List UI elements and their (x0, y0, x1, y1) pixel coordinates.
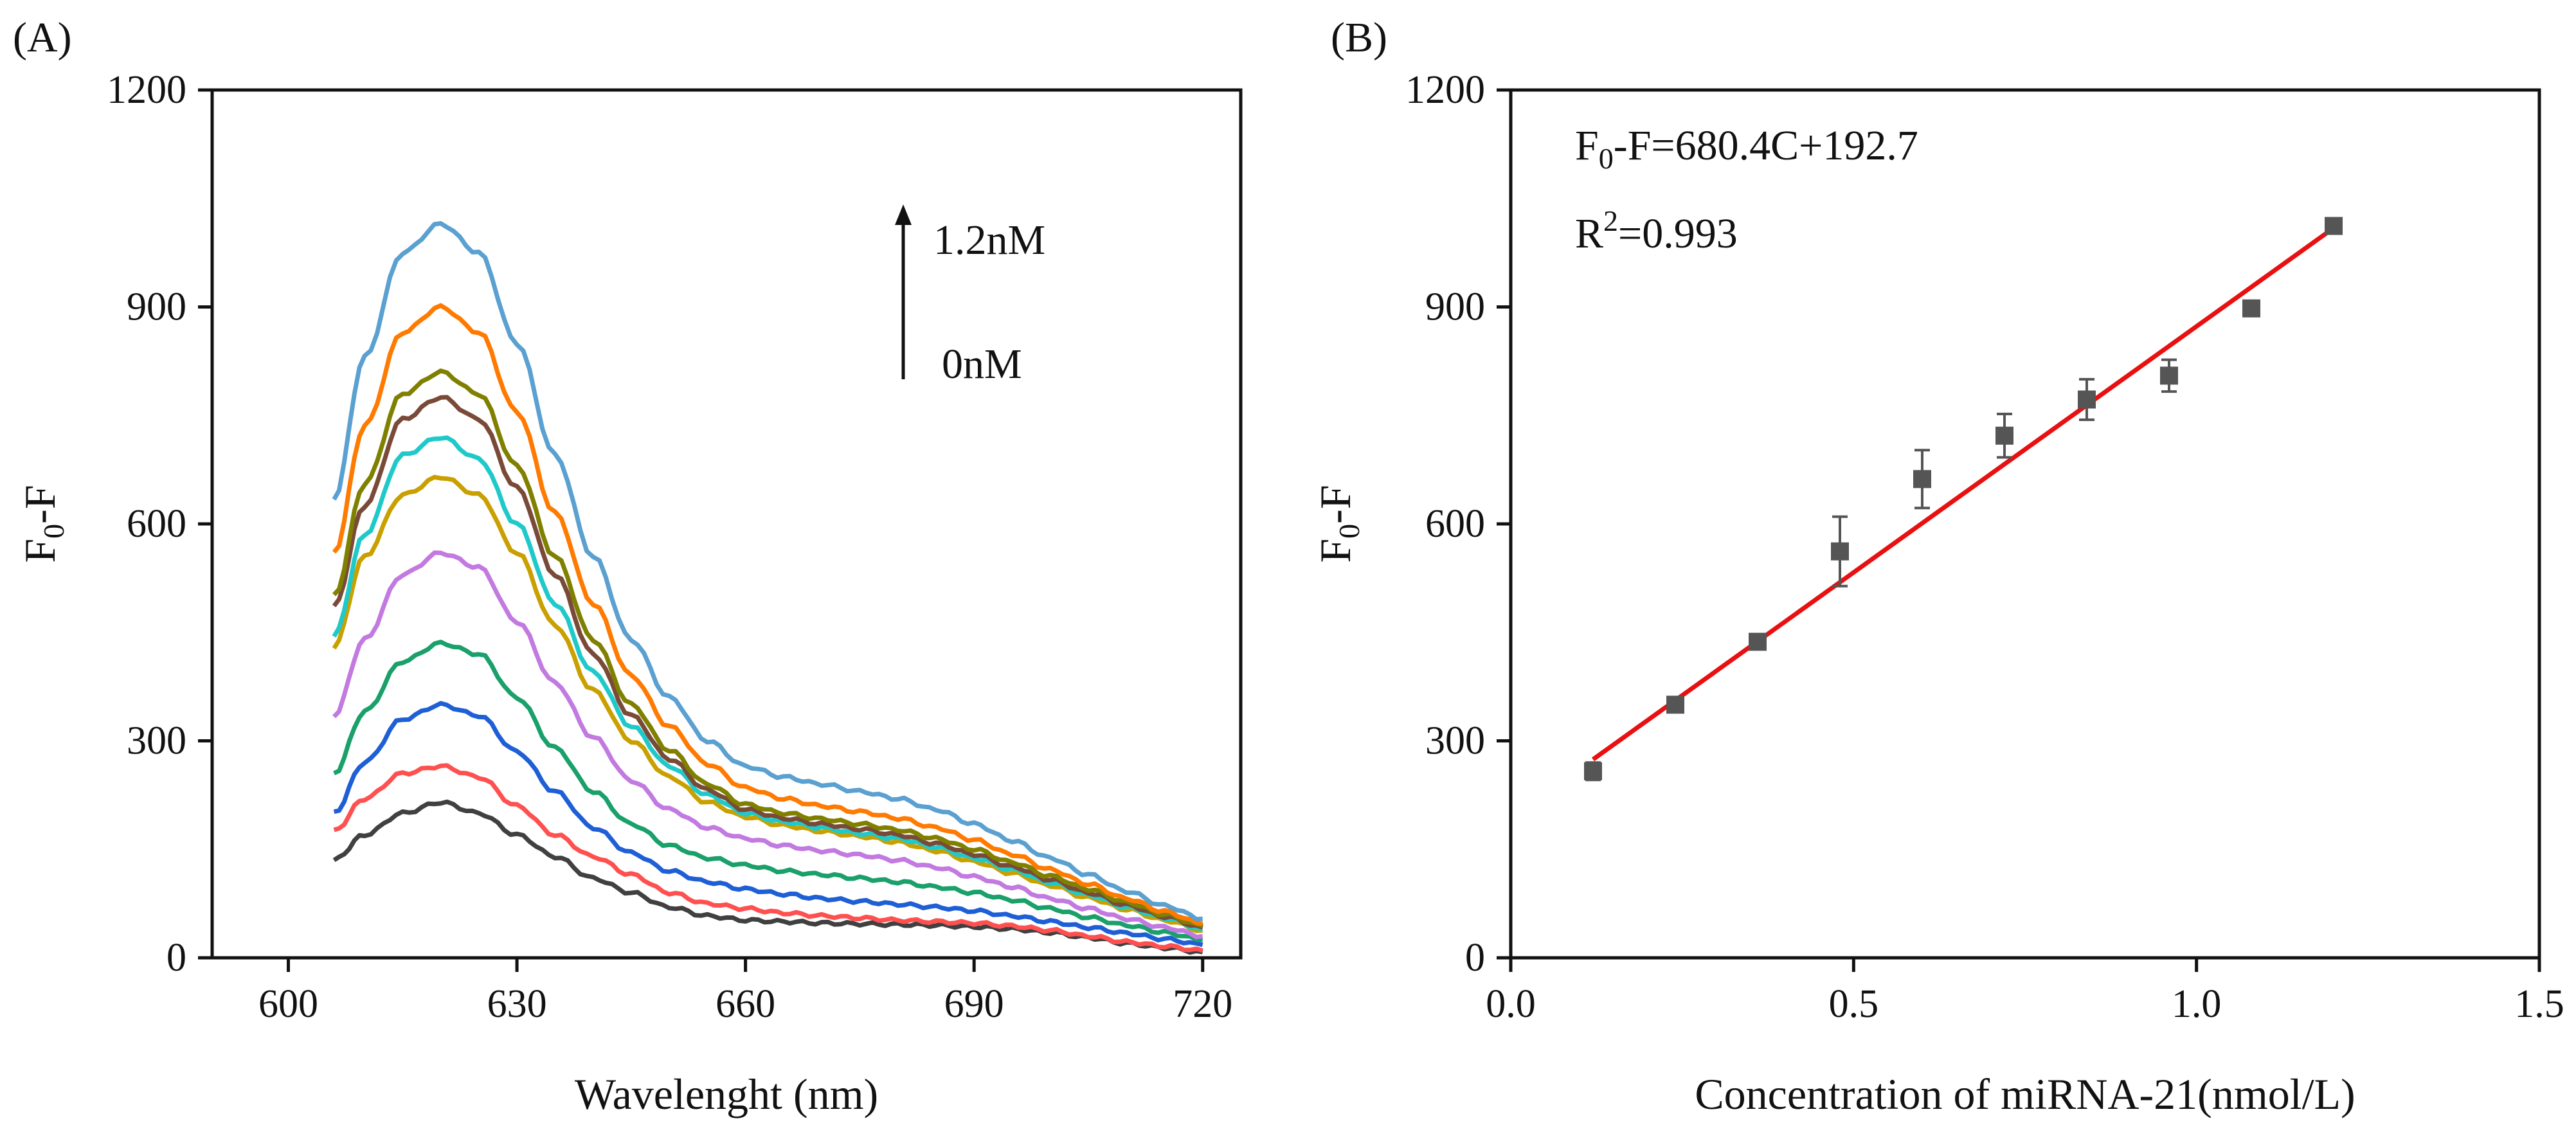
panel-a: (A) 600 630 660 690 720 0 300 600 900 1200 Wavele… (13, 14, 1243, 1119)
panel-b-equation-base: F (1575, 122, 1599, 169)
panel-b: (B) 0.0 0.5 1.0 1.5 0 300 600 900 1200 Concentra… (1311, 14, 2564, 1119)
panel-b-x-tick-label: 1.5 (2514, 982, 2564, 1026)
panel-b-x-tick-label: 1.0 (2172, 982, 2222, 1026)
panel-a-x-tick-label: 720 (1173, 982, 1232, 1026)
panel-a-series-line (333, 640, 1203, 942)
panel-a-series-line (332, 221, 1203, 922)
panel-a-x-tick-label: 630 (487, 982, 547, 1026)
panel-b-y-axis-title: F0-F (1311, 485, 1365, 562)
panel-b-fit-group (1591, 226, 2336, 762)
panel-b-ylabel-sub: 0 (1333, 524, 1365, 539)
panel-b-data-point (2325, 217, 2343, 235)
panel-b-data-point (1995, 426, 2013, 445)
panel-a-y-tick-label: 600 (127, 502, 186, 546)
panel-b-data-point (1749, 633, 1767, 651)
panel-a-series-line (332, 550, 1203, 940)
panel-b-equation: F0-F=680.4C+192.7 (1575, 122, 1918, 175)
panel-a-ylabel-rest: -F (15, 485, 64, 523)
panel-b-data-point (1584, 762, 1602, 780)
panel-a-x-tick-label: 660 (716, 982, 775, 1026)
panel-a-y-axis-title: F0-F (15, 485, 70, 562)
panel-a-x-tick-label: 600 (258, 982, 318, 1026)
panel-b-label: (B) (1331, 14, 1387, 61)
panel-b-y-tick-label: 600 (1425, 502, 1485, 546)
panel-b-r-squared-sup: 2 (1603, 204, 1618, 237)
panel-b-data-point (1666, 696, 1684, 714)
panel-a-y-tick-label: 0 (167, 936, 186, 980)
panel-a-ticks: 600 630 660 690 720 0 300 600 900 1200 (107, 68, 1232, 1026)
panel-b-y-tick-label: 1200 (1405, 68, 1485, 112)
panel-a-series-line (332, 799, 1203, 955)
panel-b-data-point (2242, 299, 2260, 318)
panel-a-x-axis-title: Wavelenght (nm) (575, 1070, 878, 1119)
panel-a-series-line (332, 368, 1203, 928)
panel-a-y-tick-label: 900 (127, 285, 186, 329)
panel-b-r-squared: R2=0.993 (1575, 204, 1738, 257)
panel-b-points-group (1584, 217, 2343, 782)
panel-b-y-tick-label: 0 (1465, 936, 1485, 980)
panel-a-series-line (332, 395, 1203, 930)
panel-a-series-line (332, 474, 1203, 933)
panel-a-ylabel-sub: 0 (37, 524, 70, 539)
panel-b-ylabel-rest: -F (1311, 485, 1360, 523)
panel-b-fit-line (1591, 226, 2336, 762)
panel-a-series-group (332, 221, 1203, 955)
panel-a-series-line (333, 763, 1203, 953)
panel-a-plot-frame (210, 88, 1243, 960)
panel-a-y-tick-label: 1200 (107, 68, 186, 112)
panel-a-annotation-bottom: 0nM (942, 341, 1022, 388)
panel-b-ylabel-base: F (1311, 539, 1360, 563)
panel-b-x-axis-title: Concentration of miRNA-21(nmol/L) (1695, 1070, 2355, 1119)
panel-b-y-tick-label: 900 (1425, 285, 1485, 329)
panel-a-annotation-top: 1.2nM (933, 217, 1045, 264)
panel-a-series-line (332, 303, 1203, 926)
panel-b-y-tick-label: 300 (1425, 719, 1485, 763)
panel-b-equation-rest: -F=680.4C+192.7 (1614, 122, 1918, 169)
panel-b-r-squared-rest: =0.993 (1618, 210, 1738, 257)
panel-b-x-tick-label: 0.0 (1486, 982, 1536, 1026)
panel-b-equation-sub: 0 (1599, 142, 1614, 175)
panel-b-data-point (2078, 390, 2096, 409)
panel-b-r-squared-base: R (1575, 210, 1603, 257)
panel-b-data-point (1831, 542, 1849, 561)
panel-b-data-point (2160, 366, 2178, 385)
panel-b-x-tick-label: 0.5 (1829, 982, 1879, 1026)
panel-a-x-tick-label: 690 (944, 982, 1004, 1026)
panel-a-arrowhead (895, 204, 912, 225)
panel-a-series-line (333, 701, 1203, 948)
panel-a-ylabel-base: F (15, 539, 64, 563)
panel-b-data-point (1913, 470, 1931, 489)
panel-a-series-line (332, 435, 1203, 931)
panel-b-ticks: 0.0 0.5 1.0 1.5 0 300 600 900 1200 (1405, 68, 2564, 1026)
panel-a-y-tick-label: 300 (127, 719, 186, 763)
panel-a-label: (A) (13, 14, 72, 61)
